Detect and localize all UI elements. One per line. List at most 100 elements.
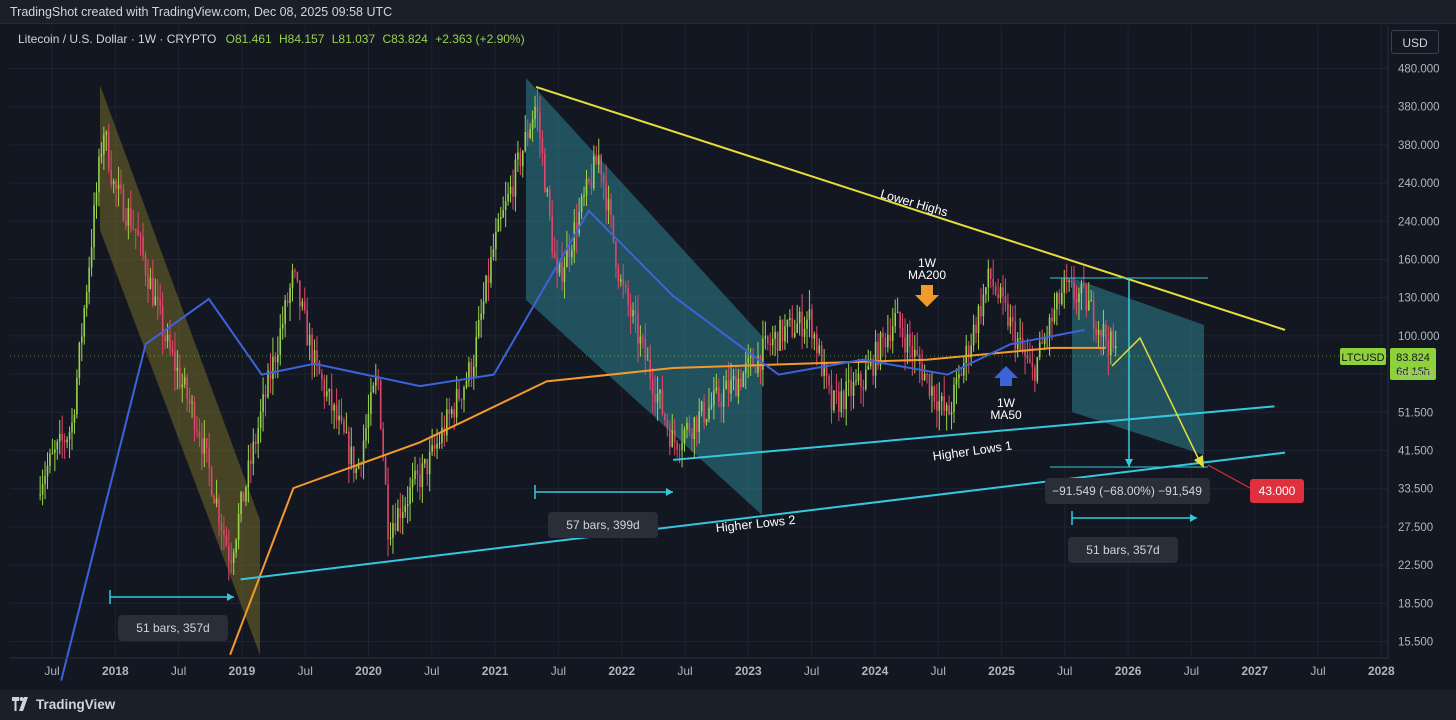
candle-body [644, 338, 647, 360]
candle-body [100, 154, 103, 157]
candle-body [519, 152, 522, 167]
candle-body [120, 184, 122, 189]
candle-body [862, 386, 865, 390]
candle-body [801, 311, 803, 337]
candle-body [828, 376, 830, 386]
ticker-badge [1340, 348, 1386, 365]
candle-body [595, 156, 598, 165]
candle-body [754, 366, 757, 374]
x-tick-label: 2028 [1368, 664, 1395, 678]
candle-body [125, 220, 127, 226]
range-3-box [1068, 537, 1178, 563]
candle-body [453, 409, 455, 418]
candle-body [1048, 317, 1051, 338]
candle-body [669, 428, 671, 447]
candle-body [546, 189, 549, 193]
candle-body [958, 374, 960, 379]
candle-body [301, 301, 304, 307]
candle-body [139, 235, 142, 237]
candle-body [977, 306, 980, 334]
projection-arrow-icon [1194, 455, 1204, 468]
moving-averages [60, 209, 1106, 681]
measure-box [1045, 478, 1210, 504]
candle-body [1073, 282, 1075, 299]
candle-body [642, 336, 644, 339]
candle-body [1078, 293, 1080, 303]
candle-body [41, 484, 44, 495]
ma200-arrow-icon [915, 285, 939, 307]
candle-body [894, 313, 896, 327]
candle-body [169, 334, 171, 349]
candle-body [230, 560, 233, 563]
target-connector [1207, 464, 1251, 489]
x-tick-label: 2020 [355, 664, 382, 678]
candle-body [316, 350, 318, 362]
ma200-label-line-2: MA200 [908, 268, 946, 282]
candle-body [1002, 287, 1004, 297]
candle-body [112, 181, 115, 185]
candle-body [254, 441, 257, 444]
candle-body [404, 505, 406, 512]
candle-body [791, 318, 794, 337]
candle-body [1019, 338, 1021, 340]
currency-button[interactable]: USD [1391, 30, 1439, 54]
candle-body [78, 342, 81, 378]
candle-body [333, 404, 335, 411]
candle-body [1024, 350, 1026, 357]
candle-body [617, 267, 620, 282]
candle-body [590, 181, 593, 189]
candle-body [1100, 329, 1102, 337]
open-value: O81.461 [225, 32, 272, 46]
range-2-box [548, 512, 658, 538]
candle-body [884, 337, 887, 348]
candle-body [326, 391, 328, 397]
x-tick-label: 2019 [229, 664, 256, 678]
x-tick-label: 2027 [1241, 664, 1268, 678]
candle-body [877, 341, 879, 366]
header-bar: TradingShot created with TradingView.com… [0, 0, 1456, 24]
candle-body [536, 106, 539, 113]
candle-body [228, 545, 230, 561]
candle-body [997, 293, 999, 299]
candle-body [705, 419, 708, 423]
candle-body [252, 441, 255, 464]
candle-body [713, 390, 715, 405]
candle-body [683, 429, 686, 444]
footer-brand: TradingView [36, 697, 116, 712]
candle-body [269, 370, 272, 380]
candle-body [355, 468, 357, 474]
candle-body [196, 430, 198, 432]
y-tick-label: 15.500 [1398, 637, 1433, 649]
y-tick-label: 480.000 [1398, 64, 1440, 76]
higher-lows-2-label: Higher Lows 2 [715, 513, 796, 535]
candle-body [541, 138, 544, 154]
candle-body [860, 373, 862, 387]
candle-body [720, 401, 723, 407]
candle-body [1085, 284, 1088, 311]
candle-body [747, 357, 749, 364]
candle-body [781, 319, 784, 342]
candle-body [571, 250, 573, 258]
candle-body [115, 181, 117, 189]
candle-body [700, 401, 703, 412]
candle-body [514, 159, 517, 197]
candle-body [406, 503, 409, 506]
candle-body [71, 422, 73, 433]
candle-body [715, 387, 718, 391]
candle-body [225, 534, 228, 546]
candle-body [982, 294, 985, 317]
candle-body [749, 355, 752, 358]
candle-body [820, 345, 823, 376]
candle-body [671, 430, 674, 447]
candle-body [181, 384, 184, 388]
candle-body [774, 332, 776, 339]
candle-body [916, 349, 919, 355]
candle-body [985, 287, 987, 295]
candle-body [963, 363, 965, 376]
candle-body [132, 227, 135, 229]
second-channel [526, 78, 762, 515]
lower-highs-line [535, 85, 1286, 331]
candle-body [289, 287, 291, 304]
x-tick-label: Jul [1310, 664, 1325, 678]
